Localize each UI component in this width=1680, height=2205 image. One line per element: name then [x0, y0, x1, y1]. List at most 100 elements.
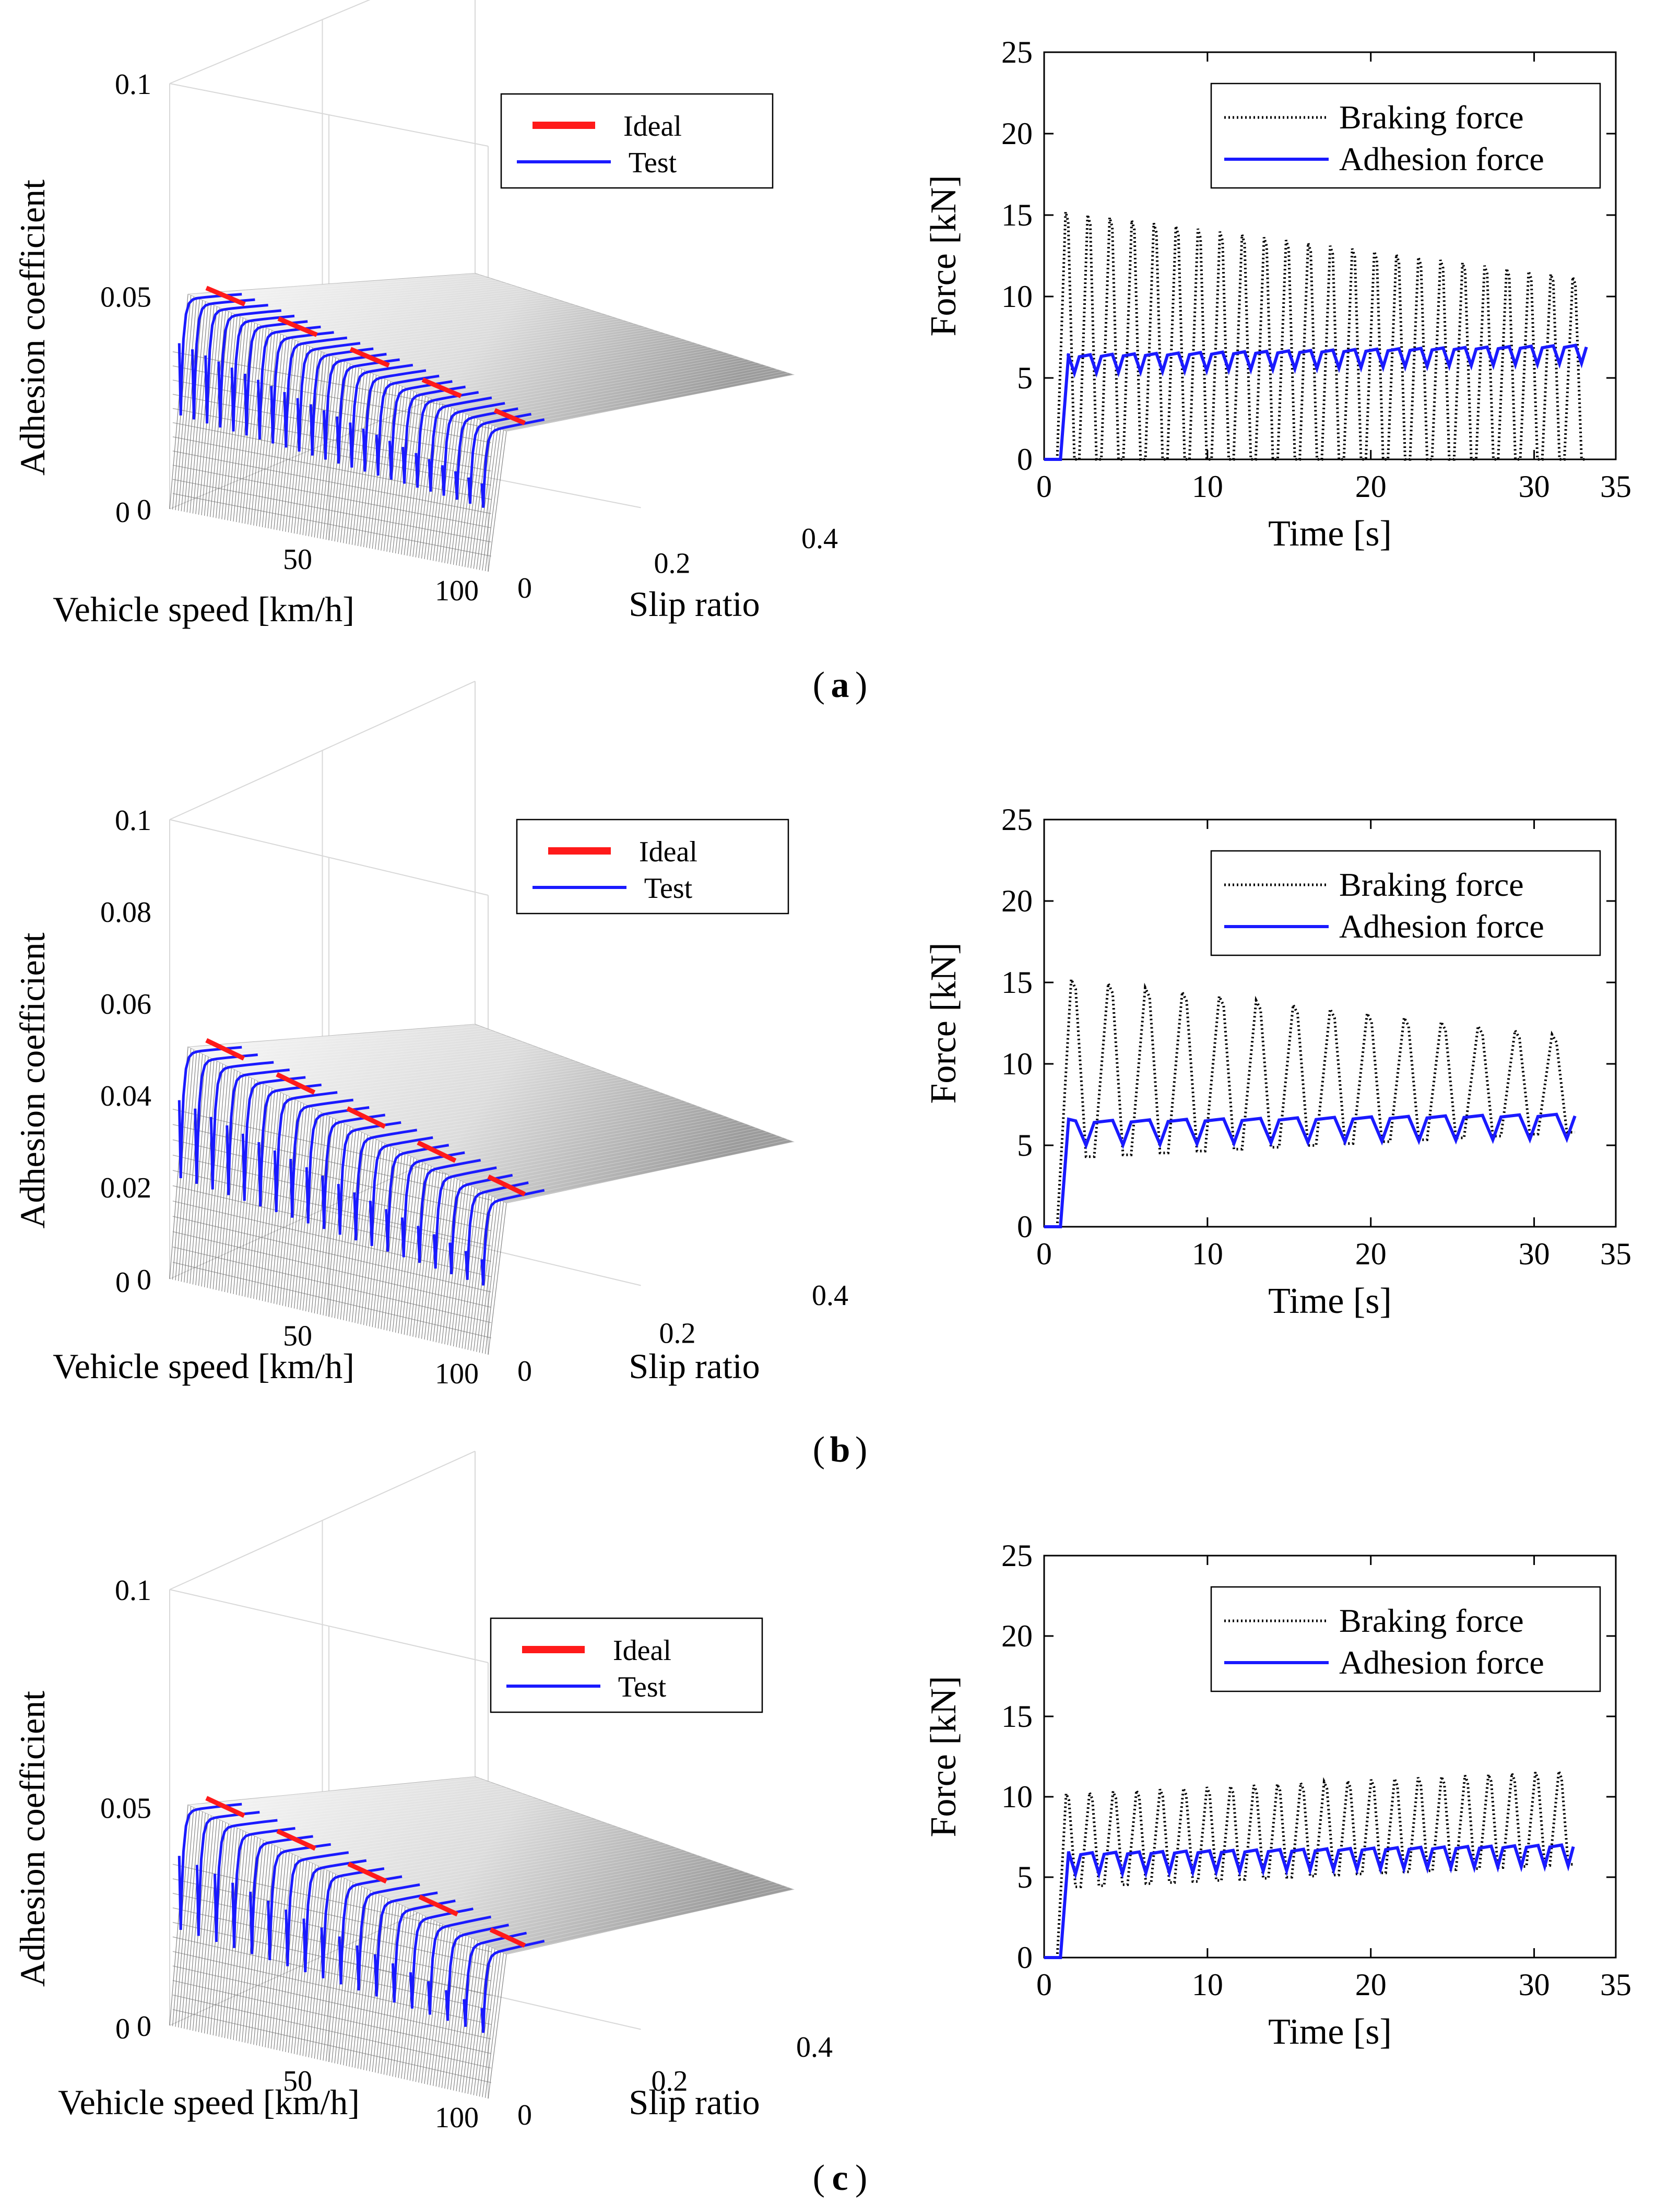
test-curve	[415, 391, 479, 488]
surface-mesh-line	[224, 1074, 244, 1293]
surface-mesh-line	[172, 2009, 492, 2083]
surface-mesh-line	[386, 387, 406, 552]
surface-mesh-line	[321, 1073, 608, 1112]
x-tick-label: 100	[435, 575, 479, 607]
surface-mesh-line	[437, 1865, 725, 1923]
surface-mesh-line	[470, 1946, 490, 2095]
surface-mesh-line	[506, 374, 794, 432]
surface-mesh-line	[252, 293, 539, 322]
surface-mesh-line	[198, 1818, 218, 2032]
surface-mesh-line	[209, 279, 496, 304]
y-axis-label: Slip ratio	[629, 2082, 760, 2122]
surface-mesh-line	[227, 1075, 246, 1293]
y-tick-label: 0.2	[652, 2065, 688, 2097]
caption-paren: (	[813, 1430, 825, 1470]
x-tick-label: 100	[435, 1358, 479, 1390]
y-tick-label: 0	[1017, 1210, 1033, 1244]
surface-mesh-line	[488, 1954, 507, 2099]
surface-mesh-line	[347, 1832, 635, 1880]
surface-mesh-line	[204, 309, 223, 516]
surface-mesh-line	[427, 405, 446, 560]
surface-mesh-line	[246, 291, 534, 319]
surface-mesh-line	[331, 1076, 619, 1118]
y-tick-label: 0	[517, 572, 532, 604]
surface-mesh-line	[289, 1061, 576, 1097]
surface-mesh-line	[283, 303, 571, 336]
surface-mesh-line	[433, 1928, 452, 2086]
surface-mesh-line	[172, 1922, 492, 1996]
surface-mesh-line	[175, 1807, 194, 2027]
surface-mesh-line	[172, 1994, 492, 2069]
surface-mesh-line	[347, 324, 635, 363]
surface-mesh-line	[430, 406, 449, 561]
z-tick-label: 0	[137, 2010, 151, 2043]
surface-mesh-line	[233, 321, 252, 522]
surface-mesh-line	[253, 1844, 273, 2045]
surface-mesh-line	[216, 314, 235, 518]
surface-mesh-line	[447, 1183, 467, 1345]
surface-mesh-line	[346, 370, 365, 544]
surface-mesh-line	[437, 352, 725, 402]
x-axis-label: Vehicle speed [km/h]	[53, 589, 354, 629]
surface-chart-c: 0 0.05 0.1 0 50 100 0 0.2 0.4 Adhesion coefficien…	[13, 1451, 833, 2134]
test-curve	[375, 374, 440, 476]
surface-mesh-line	[384, 1846, 672, 1898]
surface-mesh-line	[267, 336, 287, 529]
surface-mesh-line	[418, 1169, 437, 1338]
surface-mesh-line	[218, 1828, 238, 2037]
surface-mesh-line	[421, 1110, 709, 1162]
surface-mesh-line	[247, 1841, 267, 2044]
surface-mesh-line	[276, 1099, 295, 1305]
surface-front-wall	[169, 1805, 507, 2099]
surface-mesh-line	[218, 315, 238, 519]
surface-mesh-line	[172, 1124, 492, 1201]
x-tick-label: 35	[1600, 1967, 1631, 2002]
surface-mesh-line	[383, 386, 403, 551]
surface-mesh-line	[465, 1191, 484, 1349]
surface-mesh-line	[188, 272, 476, 294]
test-curve	[362, 369, 427, 472]
surface-mesh-line	[288, 1105, 307, 1308]
surface-mesh-line	[256, 1845, 276, 2046]
surface-mesh-line	[377, 1902, 397, 2073]
surface-mesh-line	[192, 304, 212, 514]
surface-mesh-line	[448, 355, 736, 407]
surface-mesh-line	[310, 312, 597, 347]
surface-mesh-line	[464, 361, 751, 413]
surface-mesh-line	[352, 325, 640, 365]
test-curve	[226, 1068, 290, 1195]
surface-mesh-line	[198, 1027, 486, 1052]
surface-mesh-line	[443, 354, 730, 405]
surface-mesh-line	[401, 394, 420, 555]
test-curve	[209, 1061, 274, 1190]
surface-mesh-line	[398, 1159, 417, 1334]
y-tick-label: 0	[517, 2099, 532, 2131]
surface-mesh-line	[172, 1246, 492, 1323]
surface-mesh-line	[407, 1163, 426, 1336]
surface-mesh-line	[235, 288, 523, 315]
surface-mesh-line	[209, 1032, 496, 1058]
surface-mesh-line	[331, 364, 351, 541]
surface-mesh-line	[172, 1185, 492, 1262]
caption-letter: b	[830, 1430, 850, 1470]
surface-mesh-line	[389, 1155, 409, 1332]
surface-mesh-line	[469, 1876, 756, 1937]
surface-mesh-line	[479, 1950, 499, 2097]
surface-mesh-line	[458, 1940, 478, 2092]
caption-c: (c)	[813, 2158, 868, 2198]
surface-mesh-line	[474, 1130, 762, 1188]
surface-mesh-line	[351, 1890, 371, 2068]
x-tick-label: 20	[1355, 1237, 1387, 1271]
surface-mesh-line	[172, 1951, 492, 2025]
surface-mesh-line	[252, 1047, 539, 1078]
force-chart-c: 0 10 20 30 35 0 5 10 15 20 25 Time [s] Force [kN] Bra…	[924, 1538, 1631, 2052]
x-tick-label: 20	[1355, 469, 1387, 504]
surface-mesh-line	[267, 298, 555, 329]
surface-mesh-line	[308, 1870, 327, 2058]
y-tick-label: 15	[1001, 965, 1033, 1000]
surface-mesh-line	[172, 1907, 492, 1982]
surface-mesh-line	[285, 1104, 304, 1307]
surface-mesh-line	[294, 1813, 582, 1855]
surface-mesh-line	[379, 1844, 667, 1895]
surface-mesh-line	[392, 1909, 411, 2077]
